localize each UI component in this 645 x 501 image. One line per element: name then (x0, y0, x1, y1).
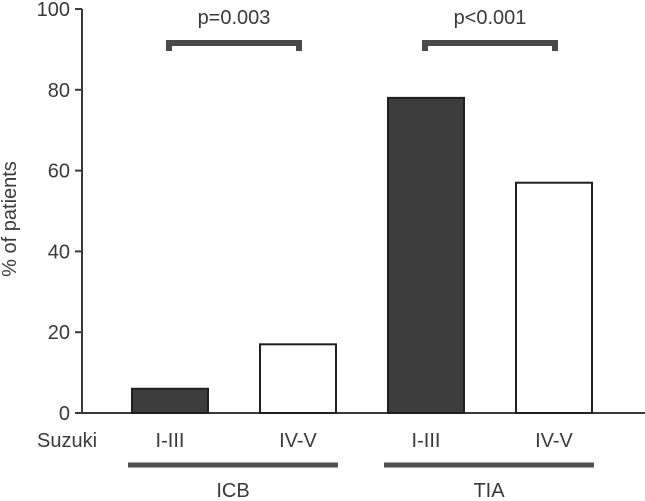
significance-bracket (422, 40, 558, 51)
y-tick-label: 20 (48, 322, 70, 344)
y-ticks: 0 20 40 60 80 100 (37, 0, 82, 425)
significance-brackets: p=0.003 p<0.001 (166, 7, 558, 51)
y-tick-label: 0 (59, 403, 70, 425)
y-tick-label: 60 (48, 161, 70, 183)
y-tick-label: 100 (37, 0, 70, 21)
bar-tia-iv-v (515, 181, 593, 414)
bar-icb-iv-v (259, 343, 337, 415)
category-label: IV-V (535, 430, 573, 452)
category-labels: I-III IV-V I-III IV-V (156, 430, 574, 452)
group-labels: ICB TIA (128, 462, 594, 501)
significance-bracket (166, 40, 302, 51)
category-label: I-III (156, 430, 185, 452)
y-tick-label: 40 (48, 241, 70, 263)
p-value-label: p<0.001 (454, 7, 527, 29)
bar-icb-i-iii (131, 387, 209, 415)
group-label: ICB (216, 480, 249, 501)
y-axis-title: % of patients (0, 161, 21, 277)
bar-tia-i-iii (387, 96, 465, 414)
group-label: TIA (473, 480, 505, 501)
category-label: IV-V (279, 430, 317, 452)
y-tick-label: 80 (48, 80, 70, 102)
bars (131, 96, 593, 415)
category-label: I-III (412, 430, 441, 452)
p-value-label: p=0.003 (198, 7, 271, 29)
suzuki-row-label: Suzuki (37, 430, 97, 452)
